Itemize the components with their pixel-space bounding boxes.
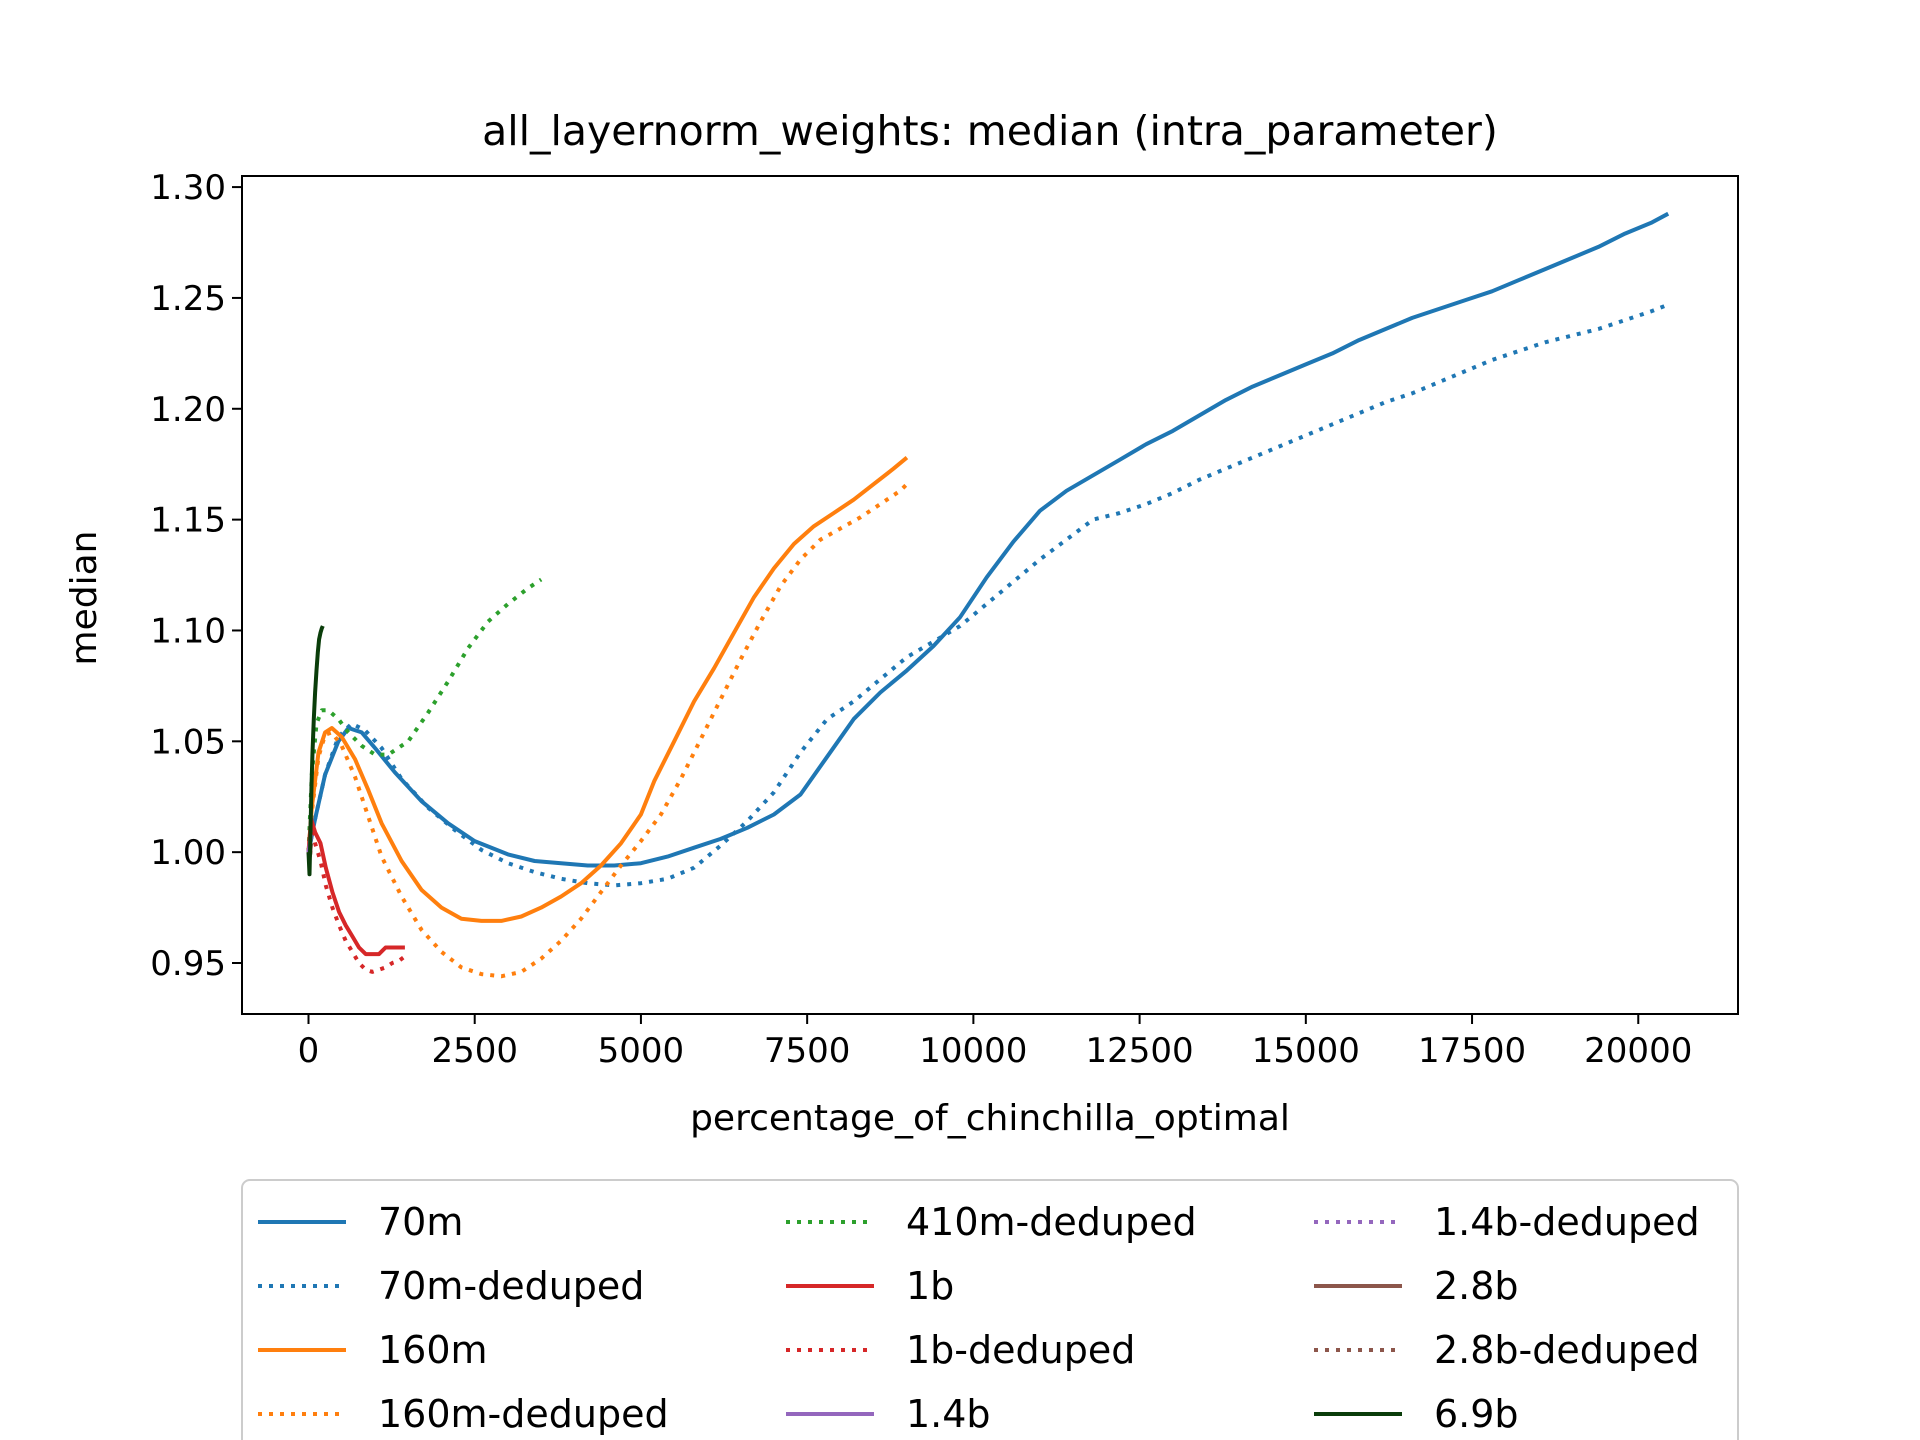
legend-label-6.9b: 6.9b bbox=[1434, 1392, 1519, 1436]
y-tick-label: 1.05 bbox=[150, 722, 226, 762]
series-line-70m-deduped bbox=[306, 302, 1669, 888]
x-tick-label: 7500 bbox=[764, 1031, 851, 1071]
legend-label-1b-deduped: 1b-deduped bbox=[906, 1328, 1135, 1372]
legend-box bbox=[241, 1179, 1739, 1440]
y-tick-label: 1.30 bbox=[150, 168, 226, 208]
series-line-1b bbox=[306, 816, 405, 957]
y-axis-label: median bbox=[64, 531, 105, 666]
y-tick-label: 1.10 bbox=[150, 611, 226, 651]
legend-label-2.8b-deduped: 2.8b-deduped bbox=[1434, 1328, 1700, 1372]
x-tick-label: 15000 bbox=[1252, 1031, 1360, 1071]
legend-label-70m-deduped: 70m-deduped bbox=[378, 1264, 644, 1308]
legend-label-1b: 1b bbox=[906, 1264, 954, 1308]
series-line-160m-deduped bbox=[306, 482, 909, 979]
legend-label-1.4b: 1.4b bbox=[906, 1392, 991, 1436]
plot-series bbox=[306, 211, 1670, 979]
legend-label-160m-deduped: 160m-deduped bbox=[378, 1392, 669, 1436]
legend-label-1.4b-deduped: 1.4b-deduped bbox=[1434, 1200, 1700, 1244]
y-tick-label: 1.15 bbox=[150, 501, 226, 541]
x-tick-label: 17500 bbox=[1418, 1031, 1526, 1071]
legend-label-160m: 160m bbox=[378, 1328, 488, 1372]
y-tick-label: 1.25 bbox=[150, 279, 226, 319]
plot-area-frame bbox=[241, 175, 1739, 1015]
legend-label-2.8b: 2.8b bbox=[1434, 1264, 1519, 1308]
x-tick-label: 0 bbox=[298, 1031, 320, 1071]
x-tick-label: 10000 bbox=[919, 1031, 1027, 1071]
y-axis: 0.95 1.00 1.05 1.10 1.15 1.20 1.25 1.30 bbox=[150, 168, 242, 984]
x-axis-label: percentage_of_chinchilla_optimal bbox=[690, 1098, 1290, 1139]
legend-label-70m: 70m bbox=[378, 1200, 463, 1244]
series-line-160m bbox=[306, 456, 909, 923]
chart-title: all_layernorm_weights: median (intra_par… bbox=[482, 107, 1498, 155]
x-axis: 0 2500 5000 7500 10000 12500 15000 17500 20000 bbox=[298, 1014, 1692, 1071]
x-tick-label: 12500 bbox=[1086, 1031, 1194, 1071]
x-tick-label: 2500 bbox=[431, 1031, 518, 1071]
y-tick-label: 1.00 bbox=[150, 833, 226, 873]
legend-label-410m-deduped: 410m-deduped bbox=[906, 1200, 1197, 1244]
y-tick-label: 0.95 bbox=[150, 944, 226, 984]
series-line-410m-deduped bbox=[306, 577, 543, 853]
x-tick-label: 20000 bbox=[1584, 1031, 1692, 1071]
series-line-6.9b bbox=[306, 625, 325, 877]
legend-items: 70m 70m-deduped 160m 160m-deduped 410m-dedup… bbox=[258, 1200, 1700, 1436]
y-tick-label: 1.20 bbox=[150, 390, 226, 430]
legend: 70m 70m-deduped 160m 160m-deduped 410m-dedup… bbox=[241, 1179, 1739, 1440]
series-line-1b-deduped bbox=[306, 823, 407, 974]
x-tick-label: 5000 bbox=[598, 1031, 685, 1071]
